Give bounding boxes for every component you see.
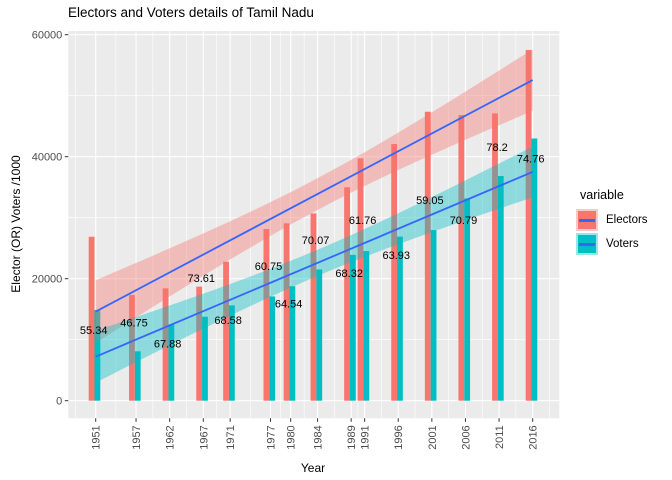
legend-key-electors-swatch xyxy=(576,209,598,231)
bar-voters-1991 xyxy=(363,251,370,401)
x-tick-label: 1967 xyxy=(198,425,210,449)
bar-voters-2006 xyxy=(464,198,471,401)
smooth-line-voters xyxy=(95,171,534,358)
data-label-1989: 68.32 xyxy=(335,268,363,280)
y-tick-label: 0 xyxy=(56,396,62,408)
smooth-line-electors xyxy=(95,79,534,313)
bar-electors-1980 xyxy=(283,223,290,401)
bar-electors-1962 xyxy=(162,288,169,401)
x-tick-label: 1957 xyxy=(131,425,143,449)
x-tick-label: 1980 xyxy=(286,425,298,449)
data-label-1967: 73.61 xyxy=(188,273,216,285)
data-label-1991: 61.76 xyxy=(349,215,377,227)
bar-voters-1980 xyxy=(289,286,296,401)
bar-voters-1989 xyxy=(349,254,356,401)
legend-label-electors: Electors xyxy=(606,214,648,226)
x-tick-label: 1971 xyxy=(225,425,237,449)
bar-voters-1984 xyxy=(316,269,323,401)
bar-voters-2011 xyxy=(497,176,504,401)
data-label-1971: 68.58 xyxy=(214,315,242,327)
x-tick-label: 1984 xyxy=(313,425,325,449)
bar-electors-1967 xyxy=(196,286,203,401)
bar-electors-1984 xyxy=(310,213,317,401)
bar-voters-1957 xyxy=(134,351,141,401)
legend: variable Electors Voters xyxy=(576,188,648,257)
legend-key-voters-swatch xyxy=(576,233,598,255)
bar-voters-2016 xyxy=(531,138,538,401)
x-tick-label: 1951 xyxy=(91,425,103,449)
bar-electors-2001 xyxy=(424,111,431,401)
bar-voters-1971 xyxy=(228,305,235,401)
x-axis-title: Year xyxy=(300,461,326,475)
x-tick-label: 2001 xyxy=(427,425,439,449)
bar-electors-2016 xyxy=(525,49,532,401)
bar-voters-1967 xyxy=(202,316,208,401)
bar-electors-1991 xyxy=(357,158,364,401)
data-label-1962: 67.88 xyxy=(154,338,182,350)
legend-title: variable xyxy=(580,188,624,202)
y-axis-title: Elector (OR) Voters /1000 xyxy=(9,155,23,293)
data-label-2006: 70.79 xyxy=(450,215,478,227)
bar-electors-1996 xyxy=(391,144,398,401)
chart-title: Electors and Voters details of Tamil Nad… xyxy=(68,5,314,20)
x-tick-label: 1989 xyxy=(346,425,358,449)
smooth-line-icon xyxy=(579,219,595,222)
y-tick-label: 20000 xyxy=(32,274,63,286)
bar-voters-1977 xyxy=(269,296,276,401)
legend-label-voters: Voters xyxy=(606,238,639,250)
x-tick-label: 1977 xyxy=(265,425,277,449)
x-tick-label: 2016 xyxy=(528,425,540,449)
data-label-2001: 59.05 xyxy=(416,195,444,207)
data-label-1951: 55.34 xyxy=(80,325,108,337)
smooth-line-icon xyxy=(579,243,595,246)
bar-voters-1962 xyxy=(168,324,175,401)
bar-voters-2001 xyxy=(430,230,437,401)
data-label-1984: 70.07 xyxy=(302,235,330,247)
legend-item-electors: Electors xyxy=(576,209,648,231)
data-label-1996: 63.93 xyxy=(382,250,410,262)
data-label-1957: 46.75 xyxy=(120,317,148,329)
legend-item-voters: Voters xyxy=(576,233,648,255)
data-label-1977: 60.75 xyxy=(255,261,283,273)
bar-electors-1977 xyxy=(263,229,270,401)
bar-electors-1957 xyxy=(129,294,135,401)
x-tick-label: 1996 xyxy=(393,425,405,449)
bar-electors-2006 xyxy=(458,115,465,401)
x-tick-label: 1991 xyxy=(360,425,372,449)
x-tick-label: 1962 xyxy=(165,425,177,449)
x-tick-label: 2006 xyxy=(460,425,472,449)
data-label-2011: 78.2 xyxy=(486,142,507,154)
x-tick-label: 2011 xyxy=(494,425,506,449)
y-tick-label: 60000 xyxy=(32,30,63,42)
bar-electors-1951 xyxy=(88,236,95,401)
data-label-2016: 74.76 xyxy=(517,153,545,165)
bar-electors-2011 xyxy=(492,113,498,401)
bar-electors-1989 xyxy=(344,187,350,401)
y-tick-label: 40000 xyxy=(32,152,63,164)
data-label-1980: 64.54 xyxy=(275,299,303,311)
bar-voters-1996 xyxy=(397,236,403,401)
bar-electors-1971 xyxy=(223,261,229,401)
